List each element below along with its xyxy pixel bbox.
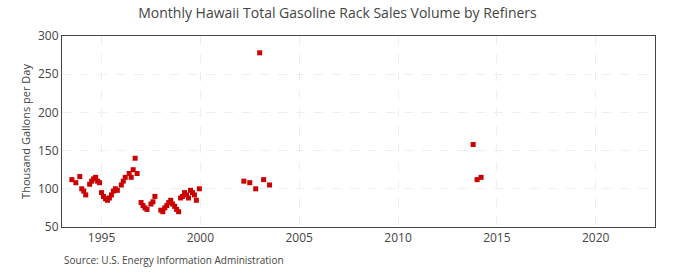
- svg-text:1995: 1995: [88, 229, 116, 246]
- svg-text:Thousand Gallons per Day: Thousand Gallons per Day: [18, 64, 33, 199]
- svg-text:2015: 2015: [483, 229, 511, 246]
- svg-text:50: 50: [45, 218, 59, 235]
- svg-text:200: 200: [38, 104, 59, 121]
- svg-text:100: 100: [38, 180, 59, 197]
- svg-text:2020: 2020: [582, 229, 610, 246]
- svg-text:2005: 2005: [285, 229, 313, 246]
- svg-text:2000: 2000: [187, 229, 215, 246]
- svg-text:Monthly Hawaii Total Gasoline: Monthly Hawaii Total Gasoline Rack Sales…: [138, 3, 537, 22]
- svg-text:2010: 2010: [384, 229, 412, 246]
- svg-text:300: 300: [38, 27, 59, 44]
- svg-text:Source: U.S. Energy Informatio: Source: U.S. Energy Information Administ…: [64, 253, 284, 267]
- svg-text:250: 250: [38, 65, 59, 82]
- svg-text:150: 150: [38, 142, 59, 159]
